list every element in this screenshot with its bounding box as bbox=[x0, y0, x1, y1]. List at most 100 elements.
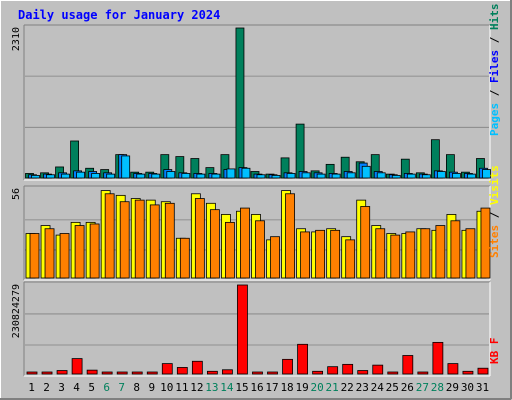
pages-bar bbox=[436, 171, 446, 179]
legend-hits: Hits bbox=[488, 4, 501, 31]
sites-bar bbox=[420, 228, 431, 279]
kbytes-bar bbox=[267, 371, 278, 375]
legend-sep-2: / bbox=[488, 30, 501, 50]
kbytes-bar bbox=[447, 363, 459, 375]
kbytes-bar bbox=[56, 370, 68, 375]
kbytes-bar bbox=[222, 369, 233, 375]
kbytes-bar bbox=[357, 370, 369, 375]
sites-bar bbox=[330, 229, 341, 279]
day-tick-label: 28 bbox=[431, 381, 444, 394]
pages-bar bbox=[391, 175, 401, 179]
day-tick-label: 8 bbox=[133, 381, 140, 394]
day-tick-label: 9 bbox=[148, 381, 155, 394]
hits-files-pages-panel bbox=[23, 24, 491, 181]
kbytes-bar bbox=[477, 367, 489, 375]
pages-bar bbox=[211, 173, 221, 179]
sites-bar bbox=[360, 206, 371, 279]
sites-bar bbox=[179, 237, 190, 279]
kbytes-bar bbox=[41, 371, 53, 375]
sites-bar bbox=[450, 220, 461, 279]
pages-bar bbox=[136, 173, 146, 179]
pages-bar bbox=[196, 173, 206, 179]
sites-bar bbox=[149, 204, 160, 279]
day-tick-label: 25 bbox=[386, 381, 399, 394]
pages-bar bbox=[376, 172, 386, 179]
day-tick-label: 10 bbox=[160, 381, 173, 394]
plot-area bbox=[24, 282, 490, 376]
pages-bar bbox=[91, 173, 101, 179]
sites-bar bbox=[89, 223, 100, 279]
pages-bar bbox=[166, 171, 176, 179]
day-tick-label: 15 bbox=[235, 381, 248, 394]
day-tick-label: 27 bbox=[416, 381, 429, 394]
visits-sites-legend: Sites / Visits bbox=[488, 165, 501, 258]
pages-bar bbox=[406, 173, 416, 179]
legend-visits: Visits bbox=[488, 165, 501, 205]
day-tick-label: 4 bbox=[73, 381, 80, 394]
pages-bar bbox=[301, 172, 311, 179]
pages-bar bbox=[271, 175, 281, 179]
sites-bar bbox=[44, 228, 55, 279]
day-tick-label: 22 bbox=[341, 381, 354, 394]
pages-bar bbox=[452, 173, 461, 179]
sites-bar bbox=[390, 234, 401, 279]
sites-bar bbox=[225, 221, 235, 279]
kbytes-bar bbox=[237, 284, 248, 375]
pages-bar bbox=[31, 175, 40, 179]
day-tick-label: 31 bbox=[476, 381, 489, 394]
legend-sep-3: / bbox=[488, 205, 501, 225]
legend-files: Files bbox=[488, 50, 501, 83]
visits-ymax-label: 56 bbox=[11, 188, 22, 200]
kbytes-bar bbox=[161, 363, 173, 375]
pages-bar bbox=[482, 169, 491, 179]
day-tick-label: 11 bbox=[175, 381, 188, 394]
pages-bar bbox=[181, 173, 191, 179]
legend-kbytes: KB F bbox=[488, 338, 501, 365]
sites-bar bbox=[240, 207, 250, 279]
sites-bar bbox=[315, 229, 326, 279]
day-tick-label: 23 bbox=[356, 381, 369, 394]
day-axis: 1 2 3 4 5 6 7 8 9 10 11 12 13 14 15 16 17 18 19 20 21 22 23 24 2… bbox=[28, 381, 489, 394]
pages-bar bbox=[316, 173, 326, 179]
kbytes-bar bbox=[206, 370, 218, 375]
plot-area bbox=[24, 25, 490, 180]
pages-bar bbox=[256, 174, 266, 179]
kbytes-bar bbox=[146, 371, 158, 375]
day-tick-label: 17 bbox=[265, 381, 278, 394]
pages-bar bbox=[346, 172, 356, 179]
svg-text:KB F: KB F bbox=[488, 338, 501, 365]
kbytes-bar bbox=[327, 366, 339, 375]
day-tick-label: 21 bbox=[326, 381, 339, 394]
day-tick-label: 1 bbox=[28, 381, 35, 394]
kbytes-legend: KB F bbox=[488, 338, 501, 365]
kbytes-bar bbox=[432, 341, 444, 375]
sites-bar bbox=[164, 202, 175, 279]
hits-bar bbox=[295, 123, 305, 179]
sites-bar bbox=[134, 199, 145, 279]
chart-title: Daily usage for January 2024 bbox=[18, 8, 220, 22]
kbytes-bar bbox=[297, 343, 308, 375]
kbytes-bar bbox=[71, 358, 83, 375]
pages-bar bbox=[361, 165, 371, 179]
day-tick-label: 19 bbox=[295, 381, 308, 394]
day-tick-label: 7 bbox=[118, 381, 125, 394]
pages-bar bbox=[286, 173, 296, 179]
day-tick-label: 24 bbox=[371, 381, 385, 394]
sites-bar bbox=[435, 225, 446, 279]
legend-pages: Pages bbox=[488, 103, 501, 136]
day-tick-label: 3 bbox=[58, 381, 65, 394]
kbytes-bar bbox=[191, 360, 203, 375]
kbytes-ymax-label: 230824279 bbox=[11, 284, 22, 338]
legend-sep-1: / bbox=[488, 83, 501, 103]
kbytes-bar bbox=[387, 371, 399, 375]
kbytes-bar bbox=[417, 371, 429, 375]
kbytes-bar bbox=[402, 355, 414, 375]
svg-text:Pages / Files / Hits: Pages / Files / Hits bbox=[488, 4, 501, 137]
sites-bar bbox=[465, 228, 476, 279]
pages-bar bbox=[61, 173, 70, 179]
kbytes-bar bbox=[176, 367, 188, 375]
kbytes-bar bbox=[116, 371, 128, 375]
day-tick-label: 5 bbox=[88, 381, 95, 394]
visits-sites-panel bbox=[23, 185, 491, 281]
